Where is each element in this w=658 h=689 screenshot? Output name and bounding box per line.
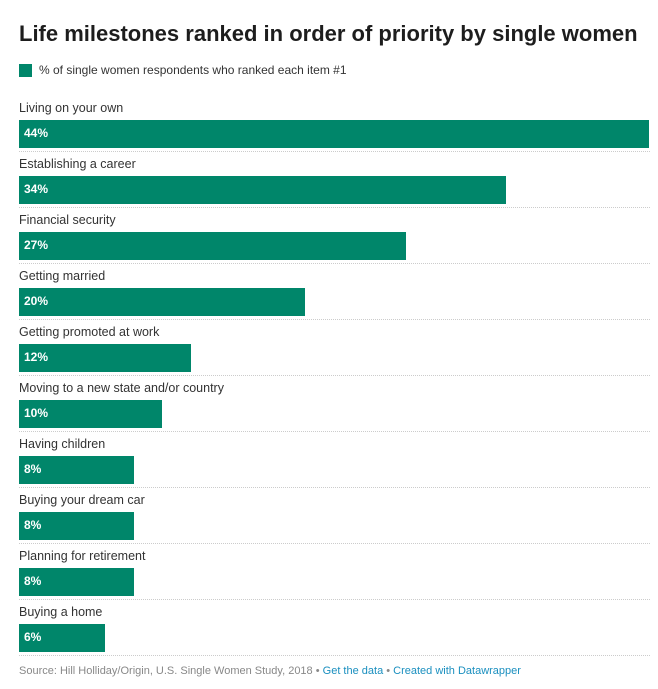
legend: % of single women respondents who ranked… <box>19 63 347 77</box>
category-label: Having children <box>19 437 106 451</box>
get-the-data-link[interactable]: Get the data <box>322 665 384 677</box>
bar <box>19 120 649 148</box>
category-label: Buying a home <box>19 605 103 619</box>
footer-separator: • <box>383 665 394 677</box>
bar <box>19 400 162 428</box>
bar-value-label: 12% <box>24 350 49 364</box>
bar <box>19 232 406 260</box>
legend-swatch <box>19 63 32 77</box>
category-label: Getting married <box>19 269 106 283</box>
row-divider <box>19 431 650 432</box>
bar-value-label: 8% <box>24 518 42 532</box>
row-divider <box>19 151 650 152</box>
row-divider <box>19 263 650 264</box>
row-divider <box>19 207 650 208</box>
row-divider <box>19 375 650 376</box>
row-divider <box>19 655 650 656</box>
bar-value-label: 34% <box>24 182 49 196</box>
category-label: Planning for retirement <box>19 549 146 563</box>
chart-title: Life milestones ranked in order of prior… <box>19 21 638 46</box>
bar <box>19 344 191 372</box>
category-label: Getting promoted at work <box>19 325 160 339</box>
row-divider <box>19 487 650 488</box>
created-with-datawrapper-link[interactable]: Created with Datawrapper <box>393 665 521 677</box>
category-label: Living on your own <box>19 101 124 115</box>
bar-value-label: 6% <box>24 630 42 644</box>
category-label: Buying your dream car <box>19 493 145 507</box>
bar-value-label: 27% <box>24 238 49 252</box>
bar-value-label: 8% <box>24 574 42 588</box>
source-text: Source: Hill Holliday/Origin, U.S. Singl… <box>19 665 313 677</box>
row-divider <box>19 319 650 320</box>
bar <box>19 176 506 204</box>
footer-separator: • <box>312 665 323 677</box>
row-divider <box>19 599 650 600</box>
category-label: Financial security <box>19 213 116 227</box>
bar-value-label: 10% <box>24 406 49 420</box>
bar <box>19 624 105 652</box>
bar <box>19 568 134 596</box>
category-label: Establishing a career <box>19 157 136 171</box>
bar-value-label: 44% <box>24 126 49 140</box>
row-divider <box>19 543 650 544</box>
bar <box>19 456 134 484</box>
footer: Source: Hill Holliday/Origin, U.S. Singl… <box>19 665 521 677</box>
bar <box>19 288 305 316</box>
bar-value-label: 20% <box>24 294 49 308</box>
category-label: Moving to a new state and/or country <box>19 381 224 395</box>
bar-value-label: 8% <box>24 462 42 476</box>
legend-label: % of single women respondents who ranked… <box>39 63 347 77</box>
bar <box>19 512 134 540</box>
